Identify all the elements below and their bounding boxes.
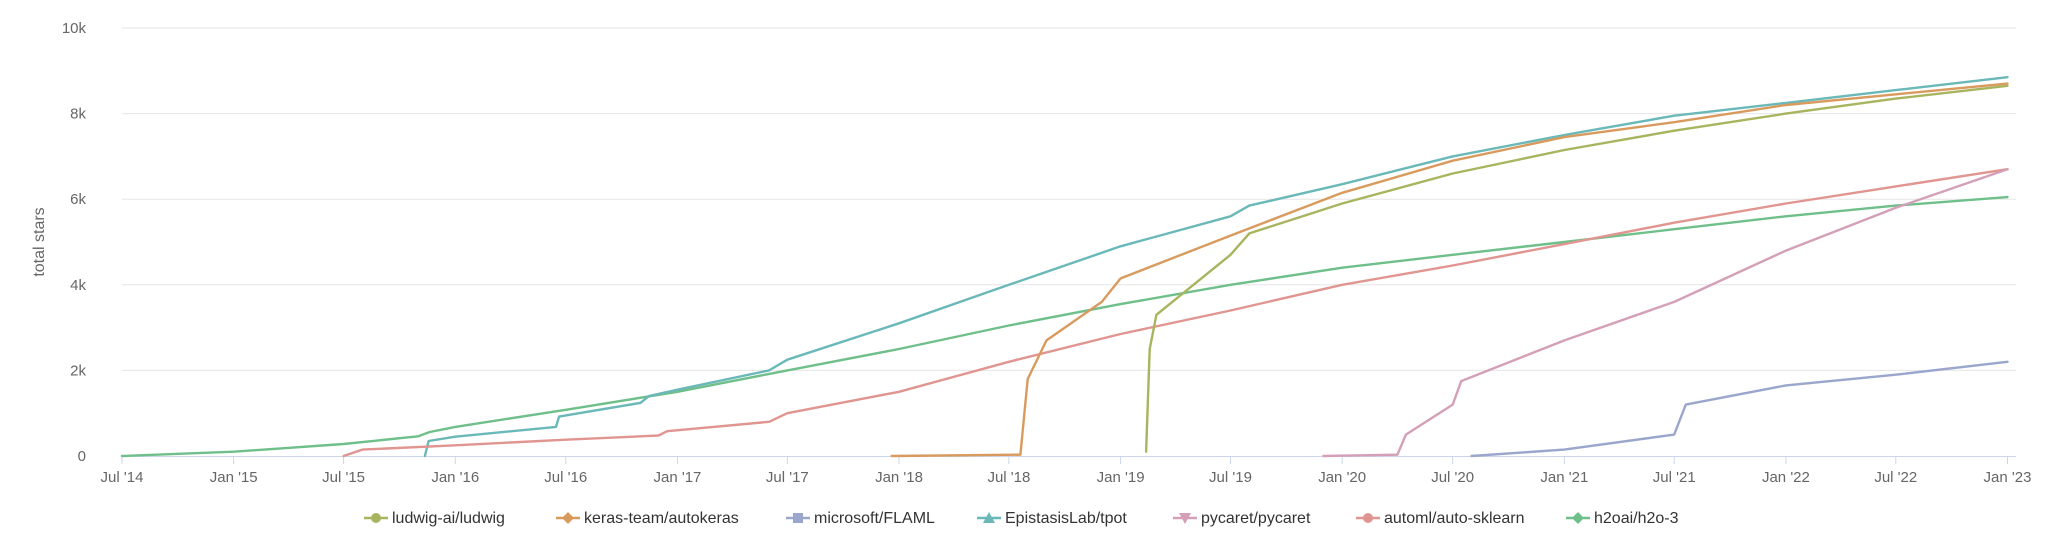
- x-tick-label: Jan '21: [1540, 469, 1588, 486]
- chart-grid: [122, 27, 2016, 371]
- y-tick-label: 2k: [70, 362, 86, 379]
- diamond-marker-icon: [1572, 512, 1584, 524]
- y-tick-label: 4k: [70, 277, 86, 294]
- x-tick-label: Jan '17: [653, 469, 701, 486]
- legend-label: ludwig-ai/ludwig: [392, 510, 505, 527]
- series-line-h2oai-h2o-3: [120, 195, 2009, 458]
- x-axis: Jul '14 Jan '15 Jul '15 Jan '16 Jul '16 Jan '…: [101, 456, 2032, 486]
- y-tick-label: 8k: [70, 106, 86, 123]
- triangle-marker-icon: [983, 512, 995, 523]
- legend-label: EpistasisLab/tpot: [1005, 510, 1127, 527]
- x-tick-label: Jan '16: [431, 469, 479, 486]
- x-tick-label: Jul '17: [766, 469, 809, 486]
- series-line-keras-team-autokeras: [890, 82, 2009, 458]
- x-tick-label: Jul '14: [101, 469, 144, 486]
- x-tick-label: Jul '16: [544, 469, 587, 486]
- x-tick-label: Jan '18: [875, 469, 923, 486]
- legend-label: automl/auto-sklearn: [1384, 510, 1525, 527]
- y-tick-label: 0: [78, 448, 86, 465]
- x-tick-label: Jul '21: [1653, 469, 1696, 486]
- legend-item-epistasislab-tpot[interactable]: EpistasisLab/tpot: [977, 510, 1127, 527]
- legend-label: keras-team/autokeras: [584, 510, 739, 527]
- circle-marker-icon: [371, 513, 381, 523]
- triangle-down-marker-icon: [1179, 513, 1191, 524]
- legend-item-microsoft-flaml[interactable]: microsoft/FLAML: [786, 510, 935, 527]
- x-tick-label: Jul '19: [1209, 469, 1252, 486]
- square-marker-icon: [793, 513, 803, 523]
- diamond-marker-icon: [562, 512, 574, 524]
- x-tick-label: Jan '15: [210, 469, 258, 486]
- legend-item-ludwig-ai-ludwig[interactable]: ludwig-ai/ludwig: [364, 510, 505, 527]
- y-tick-label: 10k: [62, 20, 87, 37]
- legend-item-pycaret-pycaret[interactable]: pycaret/pycaret: [1173, 510, 1311, 527]
- series-line-ludwig-ai-ludwig: [1144, 84, 2009, 453]
- series-line-automl-auto-sklearn: [342, 168, 2009, 458]
- x-tick-label: Jul '18: [987, 469, 1030, 486]
- x-tick-label: Jan '22: [1762, 469, 1810, 486]
- legend[interactable]: ludwig-ai/ludwig keras-team/autokeras micr…: [364, 510, 1679, 527]
- legend-item-automl-auto-sklearn[interactable]: automl/auto-sklearn: [1356, 510, 1525, 527]
- x-tick-label: Jan '23: [1984, 469, 2032, 486]
- y-tick-label: 6k: [70, 191, 86, 208]
- series-layer: [120, 76, 2009, 458]
- legend-item-h2oai-h2o-3[interactable]: h2oai/h2o-3: [1566, 510, 1679, 527]
- y-axis-title: total stars: [31, 207, 48, 276]
- series-line-pycaret-pycaret: [1322, 168, 2009, 458]
- legend-label: pycaret/pycaret: [1201, 510, 1311, 527]
- legend-label: h2oai/h2o-3: [1594, 510, 1679, 527]
- x-tick-label: Jan '19: [1097, 469, 1145, 486]
- legend-label: microsoft/FLAML: [814, 510, 935, 527]
- x-tick-label: Jul '20: [1431, 469, 1474, 486]
- x-tick-label: Jan '20: [1318, 469, 1366, 486]
- y-axis: 0 2k 4k 6k 8k 10k: [62, 20, 87, 465]
- series-line-epistasislab-tpot: [423, 76, 2009, 458]
- series-line-microsoft-flaml: [1470, 360, 2009, 458]
- circle-marker-icon: [1363, 513, 1373, 523]
- x-tick-label: Jul '22: [1874, 469, 1917, 486]
- legend-item-keras-team-autokeras[interactable]: keras-team/autokeras: [556, 510, 739, 527]
- x-tick-label: Jul '15: [322, 469, 365, 486]
